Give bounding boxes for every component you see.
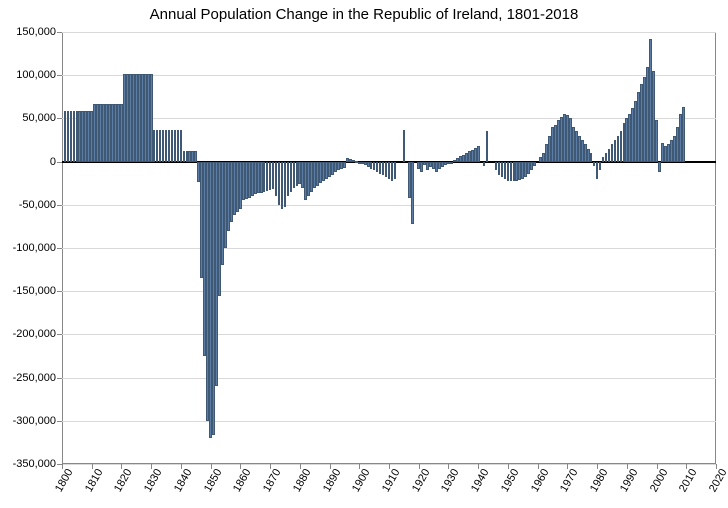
x-tick-label: 1960 [523,464,551,494]
gridline [62,248,716,249]
gridline [62,291,716,292]
y-tick-label: -200,000 [13,328,62,340]
x-tick-label: 1870 [256,464,284,494]
x-tick-label: 1860 [226,464,254,494]
x-tick-label: 1850 [196,464,224,494]
gridline [62,32,716,33]
gridline [62,334,716,335]
x-tick-label: 1910 [375,464,403,494]
bar [403,130,406,161]
x-tick-label: 2010 [672,464,700,494]
x-tick-label: 1940 [464,464,492,494]
x-tick-label: 1900 [345,464,373,494]
plot-area: -350,000-300,000-250,000-200,000-150,000… [62,32,716,464]
x-tick-label: 1990 [613,464,641,494]
bar [411,162,414,224]
y-tick-label: 50,000 [22,112,62,124]
bar [599,162,602,171]
x-tick-label: 2020 [702,464,728,494]
y-tick-label: -300,000 [13,415,62,427]
bar [450,162,453,164]
x-tick-label: 1840 [167,464,195,494]
x-tick-label: 1930 [434,464,462,494]
y-tick-label: -350,000 [13,458,62,470]
gridline [62,378,716,379]
x-tick-label: 1950 [494,464,522,494]
x-tick-label: 1830 [137,464,165,494]
y-tick-label: 150,000 [16,26,62,38]
y-tick-label: -250,000 [13,372,62,384]
x-tick-label: 1920 [404,464,432,494]
gridline [62,421,716,422]
bar [394,162,397,179]
population-chart: Annual Population Change in the Republic… [0,0,728,508]
bar [486,131,489,161]
y-tick-label: -150,000 [13,285,62,297]
y-tick-label: -100,000 [13,242,62,254]
x-tick-label: 1890 [315,464,343,494]
bar [655,120,658,161]
x-tick-label: 1980 [583,464,611,494]
chart-title: Annual Population Change in the Republic… [0,6,728,23]
y-tick-label: 0 [50,156,62,168]
bar [590,153,593,162]
y-tick-label: -50,000 [19,199,62,211]
bar [533,162,536,166]
x-tick-label: 2000 [642,464,670,494]
x-tick-label: 1880 [286,464,314,494]
bar [343,162,346,168]
bar [477,146,480,162]
x-tick-label: 1820 [107,464,135,494]
gridline [62,118,716,119]
gridline [62,205,716,206]
bar [483,162,486,166]
x-tick-label: 1970 [553,464,581,494]
bar [658,162,661,172]
x-tick-label: 1810 [77,464,105,494]
y-tick-label: 100,000 [16,69,62,81]
bar [194,151,197,161]
bar [682,107,685,161]
gridline [62,75,716,76]
